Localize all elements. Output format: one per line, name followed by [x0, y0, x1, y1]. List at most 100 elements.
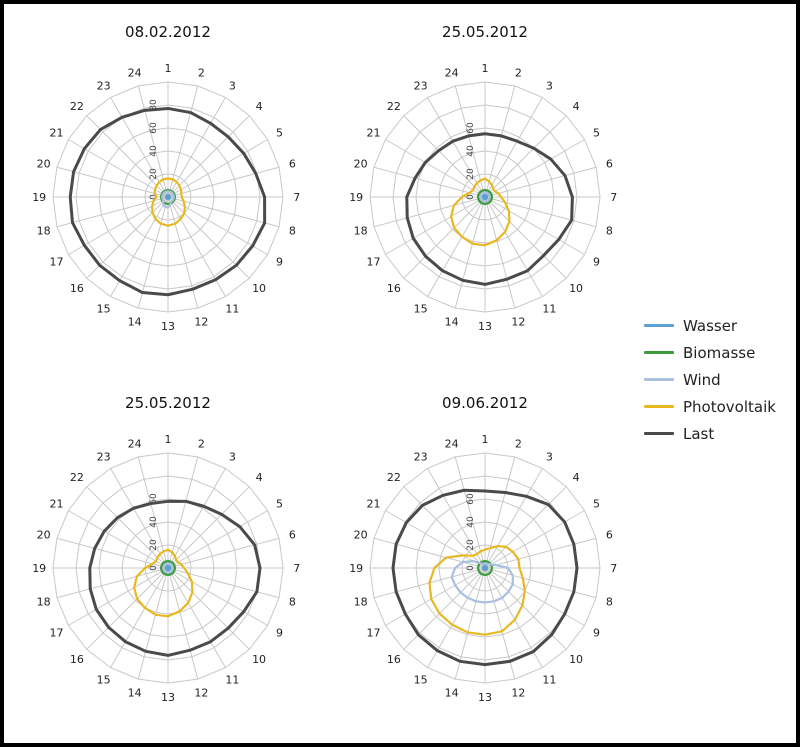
category-label: 12 — [194, 686, 208, 699]
category-label: 6 — [289, 158, 296, 171]
grid-spoke — [427, 97, 486, 198]
series-wind — [161, 190, 175, 209]
grid-spoke — [167, 510, 268, 569]
category-label: 17 — [49, 255, 63, 268]
category-label: 10 — [569, 653, 583, 666]
grid-spoke — [484, 97, 543, 198]
category-label: 4 — [256, 100, 263, 113]
category-label: 4 — [573, 100, 580, 113]
category-label: 17 — [366, 626, 380, 639]
category-label: 10 — [569, 282, 583, 295]
radial-tick-label: 60 — [466, 122, 476, 134]
category-label: 16 — [387, 653, 401, 666]
radial-tick-label: 40 — [466, 516, 476, 528]
category-label: 1 — [165, 433, 172, 446]
category-label: 19 — [349, 191, 363, 204]
grid-spoke — [373, 166, 486, 198]
grid-spoke — [68, 567, 169, 626]
grid-spoke — [403, 196, 486, 279]
grid-spoke — [56, 537, 169, 569]
series-last — [391, 488, 579, 667]
radial-tick-label: 80 — [149, 99, 159, 111]
category-label: 2 — [198, 67, 205, 80]
category-label: 8 — [606, 224, 613, 237]
category-label: 20 — [354, 158, 368, 171]
legend-label-wind: Wind — [683, 370, 721, 389]
series-photovoltaik — [428, 544, 526, 636]
grid-spoke — [86, 567, 169, 650]
category-label: 8 — [289, 595, 296, 608]
category-label: 21 — [49, 127, 63, 140]
grid-spoke — [484, 139, 585, 198]
grid-spoke — [484, 115, 567, 198]
category-label: 20 — [37, 158, 51, 171]
grid-spoke — [484, 468, 543, 569]
grid-spoke — [484, 510, 585, 569]
chart-title: 08.02.2012 — [125, 23, 211, 41]
category-label: 9 — [593, 626, 600, 639]
category-label: 4 — [256, 471, 263, 484]
category-label: 6 — [289, 529, 296, 542]
radial-tick-label: 40 — [149, 516, 159, 528]
grid-spoke — [427, 196, 486, 297]
series-biomasse — [160, 189, 176, 205]
grid-spoke — [167, 486, 250, 569]
category-label: 23 — [414, 79, 428, 92]
category-label: 23 — [97, 79, 111, 92]
series-wind — [162, 562, 174, 574]
radial-tick-label: 0 — [149, 194, 159, 200]
grid-spoke — [56, 567, 169, 599]
legend-item-wind: Wind — [644, 366, 776, 393]
category-label: 6 — [606, 158, 613, 171]
category-label: 13 — [161, 691, 175, 704]
category-label: 7 — [293, 191, 300, 204]
chart-title: 25.05.2012 — [125, 394, 211, 412]
center-marker — [482, 565, 488, 571]
category-label: 14 — [128, 686, 142, 699]
grid-spoke — [137, 196, 169, 309]
legend: Wasser Biomasse Wind Photovoltaik Last — [644, 312, 776, 447]
category-label: 19 — [32, 562, 46, 575]
grid-spoke — [385, 510, 486, 569]
category-label: 14 — [445, 315, 459, 328]
grid-spoke — [403, 486, 486, 569]
radial-tick-label: 40 — [466, 145, 476, 157]
radial-tick-label: 0 — [466, 565, 476, 571]
grid-spoke — [427, 567, 486, 668]
category-label: 14 — [128, 315, 142, 328]
category-label: 24 — [128, 67, 142, 80]
category-label: 24 — [445, 67, 459, 80]
category-label: 5 — [593, 498, 600, 511]
category-label: 13 — [478, 691, 492, 704]
series-biomasse — [477, 189, 493, 205]
category-label: 12 — [511, 315, 525, 328]
category-label: 23 — [97, 450, 111, 463]
figure-frame: 08.02.2012 1 2 3 4 5 6 7 8 9 10 11 12 13 14 15 16 17 18 19 2… — [4, 4, 796, 743]
category-label: 3 — [546, 450, 553, 463]
category-label: 17 — [49, 626, 63, 639]
grid-spoke — [167, 115, 250, 198]
grid-spoke — [68, 510, 169, 569]
grid-spoke — [385, 139, 486, 198]
category-label: 11 — [225, 303, 239, 316]
radial-tick-label: 60 — [149, 122, 159, 134]
category-label: 2 — [515, 438, 522, 451]
legend-swatch-wasser — [644, 324, 674, 327]
category-label: 19 — [32, 191, 46, 204]
grid-spoke — [167, 567, 268, 626]
grid-spoke — [484, 567, 567, 650]
category-label: 6 — [606, 529, 613, 542]
grid-spoke — [167, 166, 280, 198]
grid-spoke — [167, 468, 226, 569]
radial-tick-label: 20 — [149, 539, 159, 551]
series-photovoltaik — [133, 548, 194, 618]
category-label: 12 — [511, 686, 525, 699]
category-label: 5 — [276, 127, 283, 140]
category-label: 16 — [70, 653, 84, 666]
category-label: 23 — [414, 450, 428, 463]
grid-spoke — [167, 567, 199, 680]
radial-tick-label: 20 — [466, 539, 476, 551]
grid-spoke — [385, 196, 486, 255]
series-last — [405, 132, 574, 286]
grid-spoke — [110, 97, 169, 198]
